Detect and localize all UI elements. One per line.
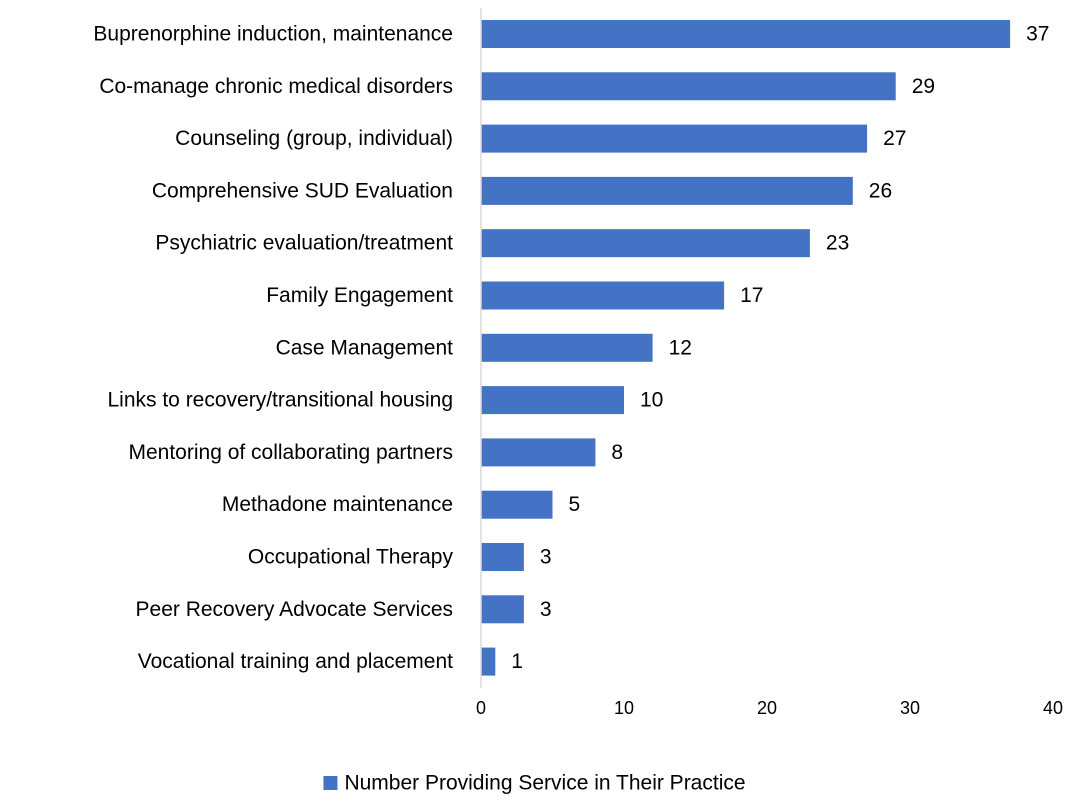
legend-swatch xyxy=(323,776,338,790)
data-label: 27 xyxy=(883,127,906,150)
x-axis: 0 10 20 30 40 xyxy=(476,8,1063,718)
data-label: 3 xyxy=(540,598,552,621)
bar xyxy=(481,386,624,415)
bar xyxy=(481,543,524,571)
category-label: Occupational Therapy xyxy=(248,546,454,569)
data-label: 12 xyxy=(669,336,692,359)
legend-label: Number Providing Service in Their Practi… xyxy=(344,772,745,795)
bar xyxy=(481,72,896,101)
x-tick-label: 30 xyxy=(900,698,920,718)
data-label: 10 xyxy=(640,389,663,412)
category-label: Mentoring of collaborating partners xyxy=(128,441,453,464)
category-label: Peer Recovery Advocate Services xyxy=(136,598,453,621)
bar xyxy=(481,595,524,624)
x-tick-label: 20 xyxy=(757,698,777,718)
category-label: Case Management xyxy=(276,336,454,359)
data-label: 26 xyxy=(869,179,892,202)
data-label: 1 xyxy=(511,650,523,673)
bar xyxy=(481,490,553,519)
bar xyxy=(481,333,653,362)
bar xyxy=(481,20,1011,48)
data-label: 37 xyxy=(1026,23,1049,46)
category-label: Family Engagement xyxy=(266,284,453,307)
bar xyxy=(481,229,810,258)
bar xyxy=(481,647,496,676)
bar xyxy=(481,124,868,153)
data-label: 17 xyxy=(740,284,763,307)
data-label: 3 xyxy=(540,546,552,569)
category-label: Methadone maintenance xyxy=(222,493,453,516)
data-label: 23 xyxy=(826,232,849,255)
value-labels: 37 29 27 26 23 17 12 10 8 5 3 3 1 xyxy=(511,23,1049,674)
bar xyxy=(481,438,596,467)
x-tick-label: 10 xyxy=(614,698,634,718)
x-tick-label: 0 xyxy=(476,698,486,718)
category-label: Co-manage chronic medical disorders xyxy=(99,75,453,98)
data-label: 29 xyxy=(912,75,935,98)
legend: Number Providing Service in Their Practi… xyxy=(323,772,746,795)
category-label: Buprenorphine induction, maintenance xyxy=(93,23,453,46)
category-label: Comprehensive SUD Evaluation xyxy=(152,179,453,202)
category-label: Counseling (group, individual) xyxy=(175,127,453,150)
bars-layer xyxy=(481,20,1011,676)
data-label: 5 xyxy=(569,493,581,516)
category-label: Psychiatric evaluation/treatment xyxy=(155,232,453,255)
category-label: Links to recovery/transitional housing xyxy=(107,389,453,412)
data-label: 8 xyxy=(611,441,623,464)
bar xyxy=(481,176,853,205)
x-tick-label: 40 xyxy=(1043,698,1063,718)
bar xyxy=(481,281,725,310)
category-labels: Buprenorphine induction, maintenance Co-m… xyxy=(93,23,453,674)
category-label: Vocational training and placement xyxy=(138,650,453,673)
